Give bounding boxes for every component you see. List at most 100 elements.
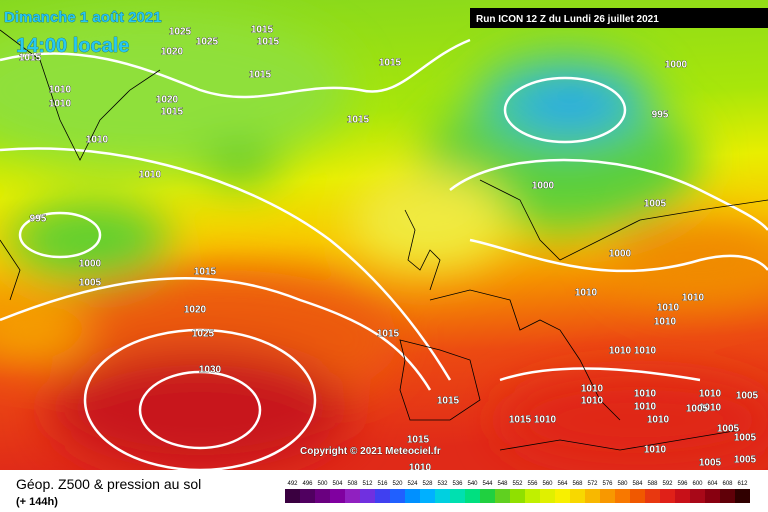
scale-label: 528 bbox=[422, 481, 433, 487]
isobar-label: 1020 bbox=[161, 47, 184, 58]
scale-label: 552 bbox=[512, 481, 523, 487]
scale-label: 564 bbox=[557, 481, 568, 487]
scale-swatch bbox=[585, 489, 600, 503]
scale-label: 576 bbox=[602, 481, 613, 487]
scale-swatch bbox=[600, 489, 615, 503]
isobar-label: 1015 bbox=[251, 25, 274, 36]
scale-swatch bbox=[735, 489, 750, 503]
isobar-label: 1010 bbox=[644, 445, 667, 456]
scale-label: 516 bbox=[377, 481, 388, 487]
scale-label: 608 bbox=[722, 481, 733, 487]
isobar-label: 1010 bbox=[657, 303, 680, 314]
scale-swatch bbox=[360, 489, 375, 503]
scale-swatch bbox=[405, 489, 420, 503]
isobar-label: 1020 bbox=[184, 305, 207, 316]
scale-label: 544 bbox=[482, 481, 493, 487]
scale-label: 548 bbox=[497, 481, 508, 487]
coastlines bbox=[0, 29, 768, 451]
isobar-label: 1015 bbox=[509, 415, 532, 426]
scale-swatch bbox=[525, 489, 540, 503]
scale-swatch bbox=[705, 489, 720, 503]
isobar-label: 1000 bbox=[665, 60, 688, 71]
isobar-label: 1005 bbox=[734, 433, 757, 444]
scale-label: 496 bbox=[302, 481, 313, 487]
scale-swatch bbox=[720, 489, 735, 503]
run-info: Run ICON 12 Z du Lundi 26 juillet 2021 bbox=[476, 14, 659, 25]
footer-title: Géop. Z500 & pression au sol bbox=[16, 476, 201, 492]
isobar-label: 1005 bbox=[717, 424, 740, 435]
scale-swatch bbox=[540, 489, 555, 503]
scale-swatch bbox=[285, 489, 300, 503]
scale-swatch bbox=[375, 489, 390, 503]
isobar-label: 1005 bbox=[644, 199, 667, 210]
scale-label: 536 bbox=[452, 481, 463, 487]
scale-label: 500 bbox=[317, 481, 328, 487]
scale-swatch bbox=[345, 489, 360, 503]
color-scale: 492 496 500 504 508 512 516 520 524 528 532 536 540 5… bbox=[285, 481, 750, 503]
isobar-label: 1010 bbox=[534, 415, 557, 426]
isobar-label: 1010 bbox=[409, 463, 432, 474]
footer-lead: (+ 144h) bbox=[16, 496, 58, 508]
date: Dimanche 1 août 2021 bbox=[4, 9, 162, 26]
isobar-label: 1005 bbox=[699, 458, 722, 469]
scale-swatch bbox=[555, 489, 570, 503]
scale-swatch bbox=[435, 489, 450, 503]
scale-label: 512 bbox=[362, 481, 373, 487]
isobar-label: 1010 bbox=[647, 415, 670, 426]
isobar-label: 995 bbox=[30, 214, 47, 225]
scale-label: 600 bbox=[692, 481, 703, 487]
isobar-label: 1015 bbox=[19, 53, 42, 64]
isobar-label: 1025 bbox=[196, 37, 219, 48]
isobar-label: 1005 bbox=[686, 404, 709, 415]
geopotential-field bbox=[0, 10, 768, 470]
scale-swatch bbox=[660, 489, 675, 503]
scale-label: 604 bbox=[707, 481, 718, 487]
scale-swatch bbox=[645, 489, 660, 503]
isobar-label: 1015 bbox=[194, 267, 217, 278]
isobar-label: 1020 bbox=[156, 95, 179, 106]
scale-swatch bbox=[675, 489, 690, 503]
scale-label: 532 bbox=[437, 481, 448, 487]
scale-swatch bbox=[510, 489, 525, 503]
scale-label: 556 bbox=[527, 481, 538, 487]
isobar-label: 1010 bbox=[575, 288, 598, 299]
isobar-label: 1010 bbox=[634, 402, 657, 413]
scale-label: 492 bbox=[287, 481, 298, 487]
isobar-label: 1015 bbox=[161, 107, 184, 118]
isobar-label: 1010 bbox=[609, 346, 632, 357]
isobar-label: 1010 bbox=[49, 99, 72, 110]
isobars bbox=[0, 38, 768, 472]
isobar-label: 1025 bbox=[169, 27, 192, 38]
scale-label: 584 bbox=[632, 481, 643, 487]
run-box bbox=[470, 8, 768, 28]
isobar-label: 1000 bbox=[609, 249, 632, 260]
scale-label: 612 bbox=[737, 481, 748, 487]
isobar-label: 1010 bbox=[634, 389, 657, 400]
isobar-label: 1015 bbox=[249, 70, 272, 81]
scale-label: 508 bbox=[347, 481, 358, 487]
scale-label: 568 bbox=[572, 481, 583, 487]
isobar-label: 1010 bbox=[139, 170, 162, 181]
scale-label: 540 bbox=[467, 481, 478, 487]
scale-label: 520 bbox=[392, 481, 403, 487]
copyright: Copyright © 2021 Meteociel.fr bbox=[300, 446, 441, 457]
isobar-label: 1010 bbox=[86, 135, 109, 146]
scale-label: 504 bbox=[332, 481, 343, 487]
scale-swatch bbox=[615, 489, 630, 503]
isobar-label: 1010 bbox=[581, 396, 604, 407]
isobar-label: 1015 bbox=[257, 37, 280, 48]
scale-swatch bbox=[450, 489, 465, 503]
isobar-label: 1010 bbox=[699, 389, 722, 400]
isobar-label: 1030 bbox=[199, 365, 222, 376]
isobar-label: 1015 bbox=[347, 115, 370, 126]
scale-swatch bbox=[420, 489, 435, 503]
scale-swatch bbox=[690, 489, 705, 503]
scale-label: 524 bbox=[407, 481, 418, 487]
scale-label: 588 bbox=[647, 481, 658, 487]
scale-swatch bbox=[495, 489, 510, 503]
isobar-label: 995 bbox=[652, 110, 669, 121]
isobar-label: 1015 bbox=[407, 435, 430, 446]
